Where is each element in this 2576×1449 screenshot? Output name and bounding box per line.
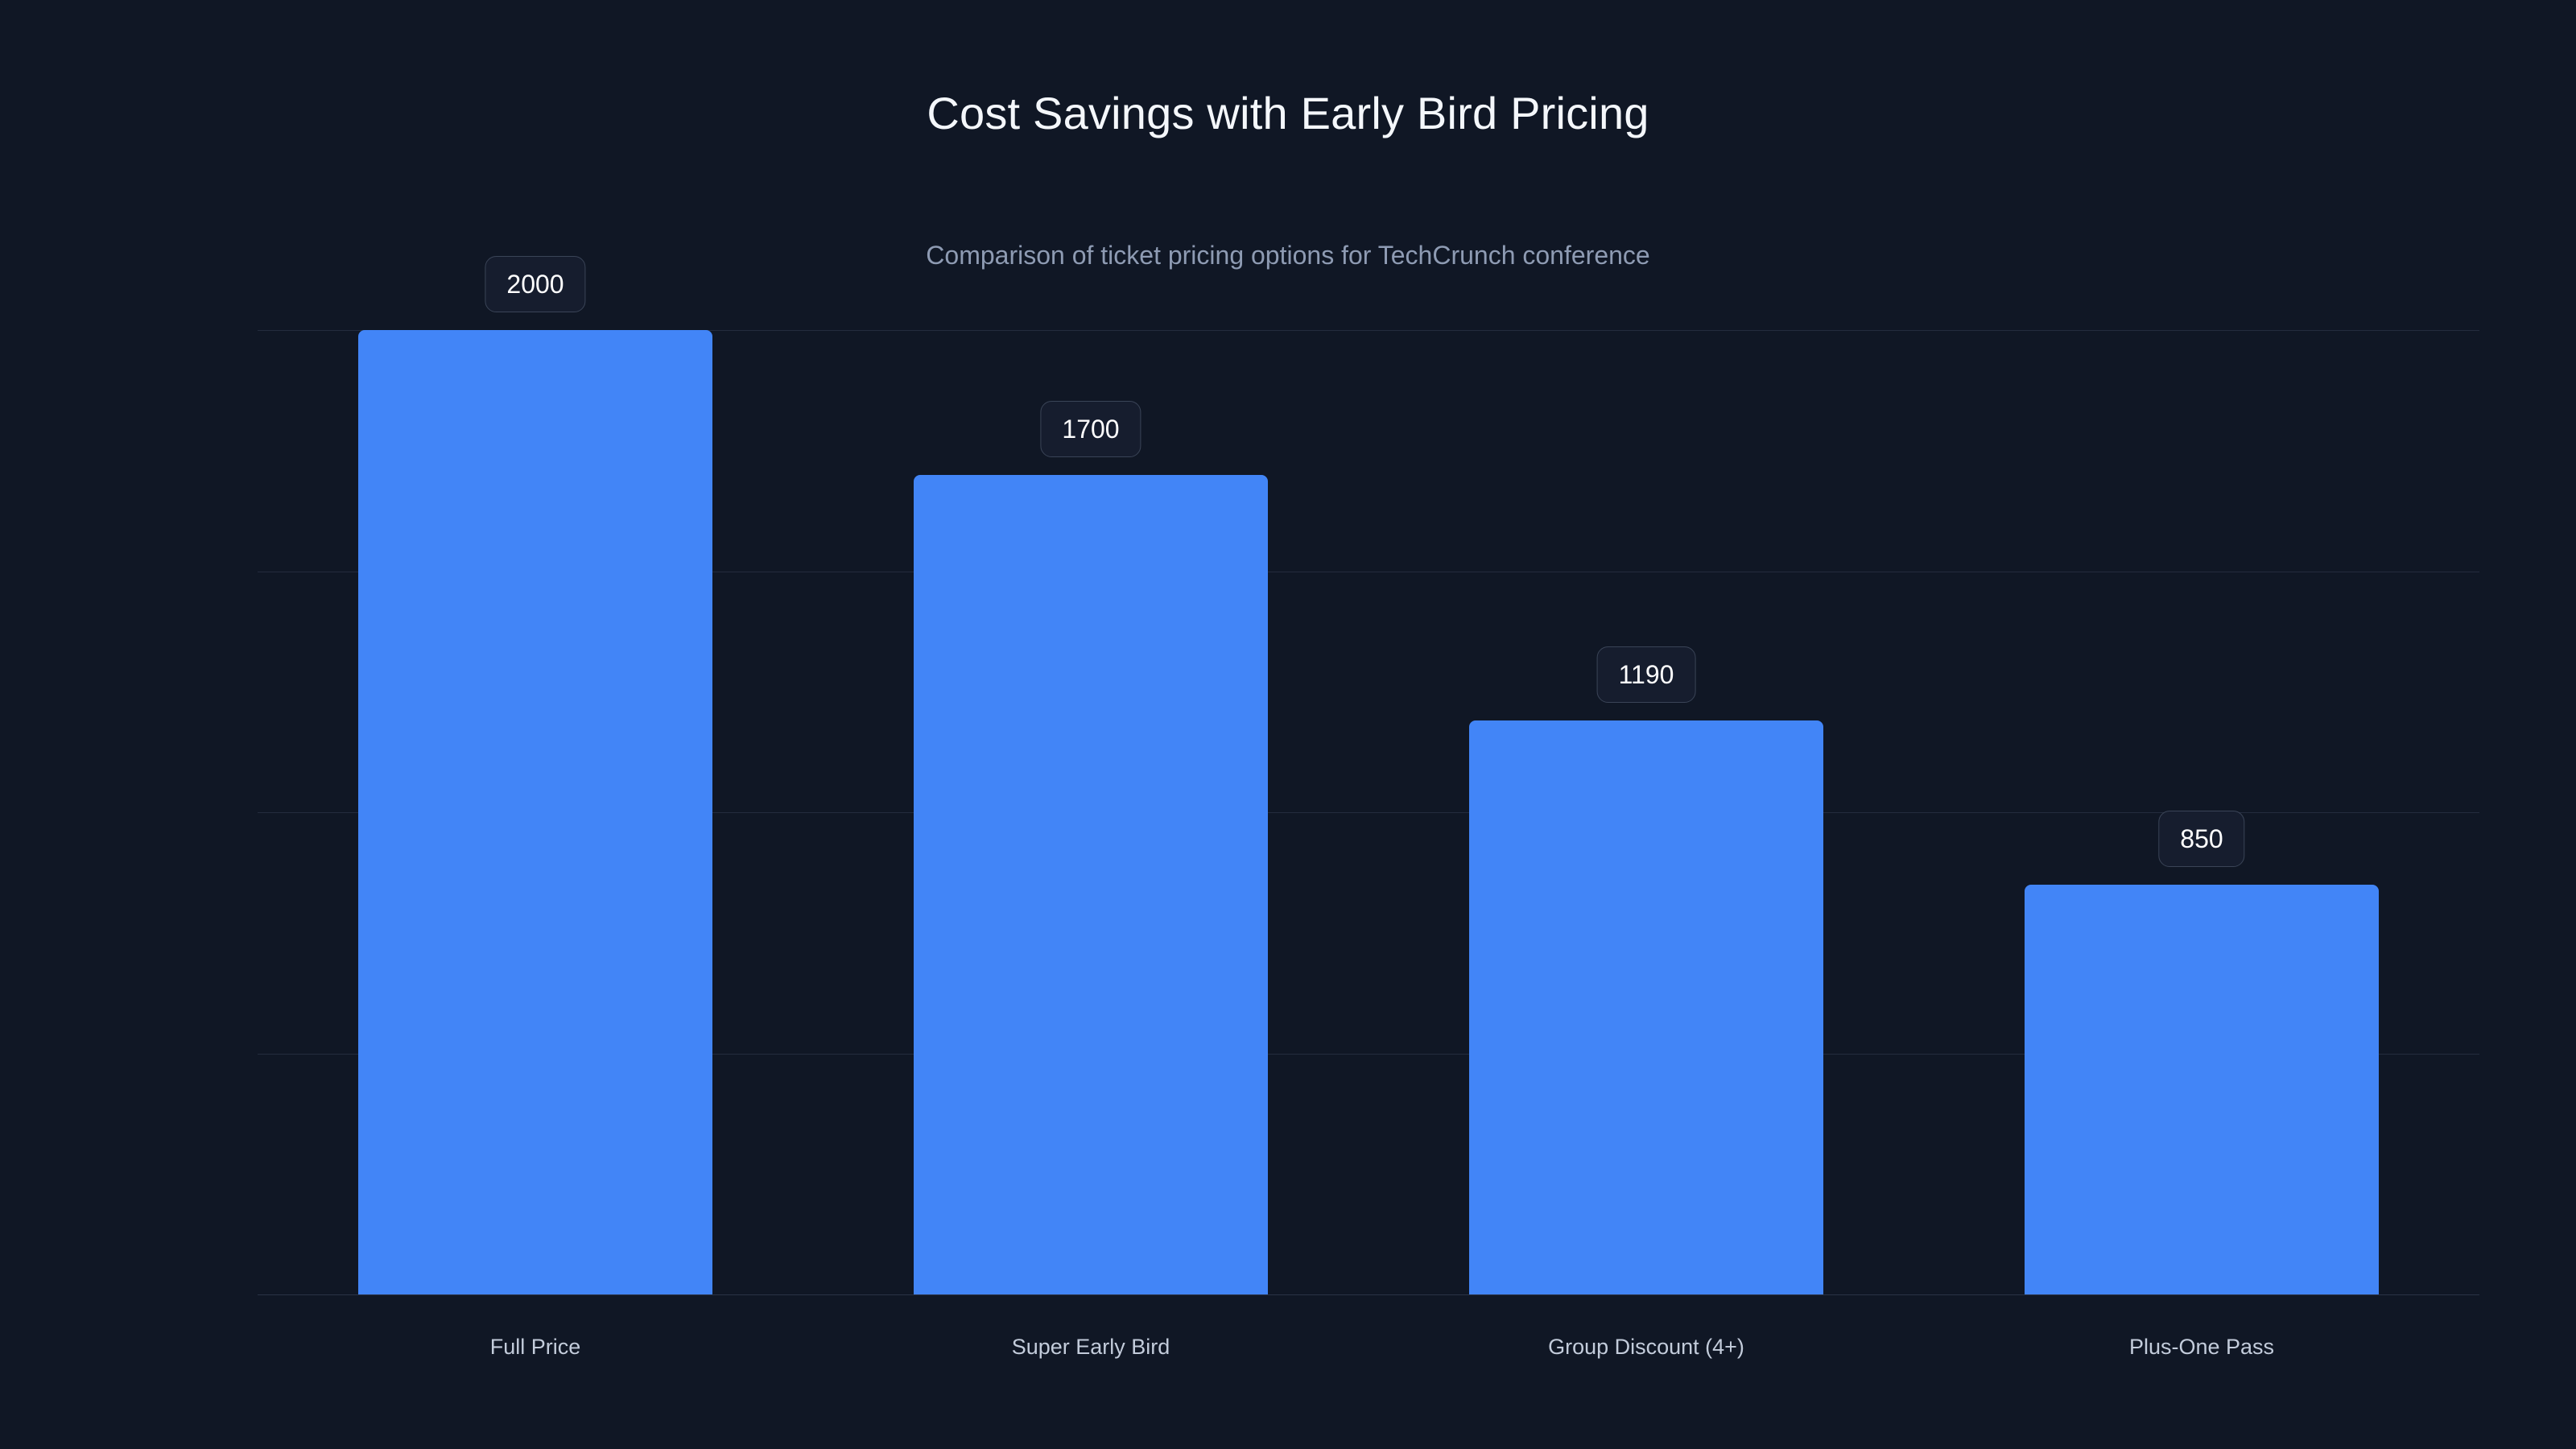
chart-subtitle: Comparison of ticket pricing options for… <box>926 241 1650 270</box>
bar-value-label: 850 <box>2158 810 2245 867</box>
gridline <box>258 330 2479 331</box>
gridline <box>258 1053 2479 1055</box>
bar-value-label: 1700 <box>1040 400 1141 457</box>
bar[interactable] <box>914 474 1268 1294</box>
bar-value-label: 2000 <box>485 256 586 312</box>
plot-area <box>258 330 2479 1295</box>
bar[interactable] <box>1469 720 1823 1294</box>
x-axis-tick-label: Plus-One Pass <box>2128 1335 2275 1359</box>
gridline <box>258 1294 2479 1295</box>
chart-title: Cost Savings with Early Bird Pricing <box>927 88 1649 138</box>
bar[interactable] <box>2025 884 2379 1294</box>
bar-value-label: 1190 <box>1596 646 1696 704</box>
x-axis-tick-label: Super Early Bird <box>1011 1335 1170 1359</box>
x-axis-tick-label: Full Price <box>489 1335 581 1359</box>
gridline <box>258 812 2479 813</box>
x-axis-tick-label: Group Discount (4+) <box>1548 1335 1744 1359</box>
bar[interactable] <box>358 330 712 1294</box>
